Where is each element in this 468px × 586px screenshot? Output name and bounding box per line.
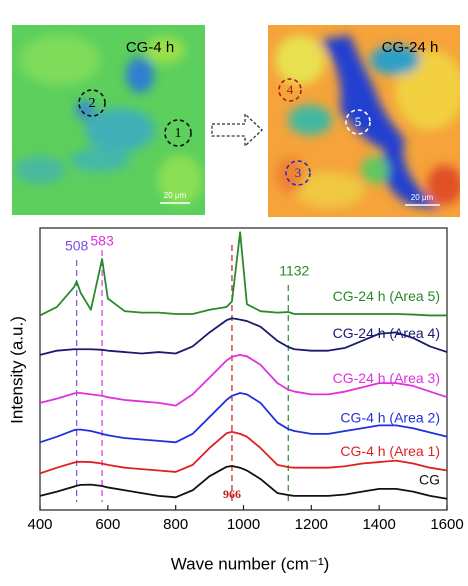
area-label: 3 bbox=[295, 165, 302, 180]
area-circle bbox=[164, 119, 192, 147]
area-label: 1 bbox=[175, 126, 182, 141]
map-title: CG-4 h bbox=[126, 39, 174, 56]
map-right bbox=[268, 25, 460, 217]
spectrum-line bbox=[39, 231, 447, 317]
series-label: CG bbox=[419, 471, 440, 487]
spectrum-line bbox=[39, 354, 448, 407]
x-tick-label: 600 bbox=[95, 516, 120, 533]
area-circle bbox=[345, 109, 371, 135]
x-tick-label: 1200 bbox=[295, 516, 328, 533]
area-label: 2 bbox=[89, 96, 96, 111]
reference-label: 966 bbox=[223, 487, 241, 501]
series-label: CG-4 h (Area 2) bbox=[340, 409, 440, 425]
spectrum-line bbox=[39, 430, 448, 475]
x-tick-label: 800 bbox=[163, 516, 188, 533]
plot: 400 600 800 1000 1200 1400 1600 508 583 966 1132 CG… bbox=[27, 231, 464, 533]
x-tick-label: 400 bbox=[27, 516, 52, 533]
x-tick-label: 1400 bbox=[362, 516, 395, 533]
reference-label: 1132 bbox=[279, 263, 309, 279]
map-title: CG-24 h bbox=[382, 39, 439, 56]
spectrum-line bbox=[39, 317, 448, 356]
x-tick-label: 1000 bbox=[227, 516, 260, 533]
area-circle bbox=[278, 78, 302, 102]
y-axis-label: Intensity (a.u.) bbox=[7, 316, 26, 424]
series-label: CG-24 h (Area 3) bbox=[333, 370, 440, 386]
series-label: CG-24 h (Area 5) bbox=[333, 288, 440, 304]
x-axis-label: Wave number (cm⁻¹) bbox=[171, 554, 330, 573]
map-left bbox=[12, 25, 205, 215]
area-label: 4 bbox=[287, 82, 294, 97]
scale-label: 20 μm bbox=[411, 193, 434, 202]
series-label: CG-24 h (Area 4) bbox=[333, 325, 440, 341]
spectrum-line bbox=[39, 392, 448, 444]
arrow bbox=[211, 112, 263, 148]
spectrum-line bbox=[39, 465, 448, 500]
reference-label: 583 bbox=[90, 233, 114, 249]
area-circle bbox=[78, 89, 106, 117]
area-circle bbox=[285, 160, 311, 186]
reference-label: 508 bbox=[65, 238, 89, 254]
series-label: CG-4 h (Area 1) bbox=[340, 443, 440, 459]
scale-label: 20 μm bbox=[164, 191, 187, 200]
area-label: 5 bbox=[355, 114, 362, 129]
x-tick-label: 1600 bbox=[430, 516, 463, 533]
